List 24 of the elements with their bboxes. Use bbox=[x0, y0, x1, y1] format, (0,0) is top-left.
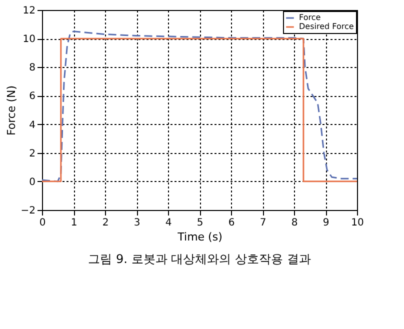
y-tick-label: 0 bbox=[29, 176, 36, 188]
x-tick-label: 9 bbox=[322, 218, 330, 228]
x-axis-title: Time (s) bbox=[176, 230, 222, 244]
x-tick-label: 5 bbox=[196, 218, 204, 228]
x-tick-label: 1 bbox=[70, 218, 78, 228]
x-tick-label: 4 bbox=[165, 218, 172, 228]
y-tick-label: 6 bbox=[29, 91, 36, 102]
x-tick-label: 3 bbox=[134, 218, 140, 228]
y-tick-label: 8 bbox=[29, 62, 36, 74]
x-tick-label: 2 bbox=[102, 218, 109, 228]
caption: 그림 9. 로봇과 대상체와의 상호작용 결과 bbox=[88, 252, 311, 266]
x-tick-label: 8 bbox=[291, 218, 298, 228]
y-axis-title: Force (N) bbox=[4, 85, 18, 136]
x-tick-label: 0 bbox=[39, 218, 46, 228]
y-tick-label: 12 bbox=[22, 6, 36, 16]
legend-label: Desired Force bbox=[299, 22, 354, 31]
x-tick-label: 6 bbox=[228, 218, 235, 228]
y-tick-label: 10 bbox=[22, 34, 36, 46]
y-tick-label: 2 bbox=[29, 148, 36, 160]
legend-label: Force bbox=[299, 13, 321, 22]
x-tick-label: 7 bbox=[260, 218, 266, 228]
y-tick-label: −2 bbox=[20, 206, 36, 216]
x-tick-label: 10 bbox=[351, 218, 364, 228]
y-tick-label: 4 bbox=[29, 120, 36, 131]
